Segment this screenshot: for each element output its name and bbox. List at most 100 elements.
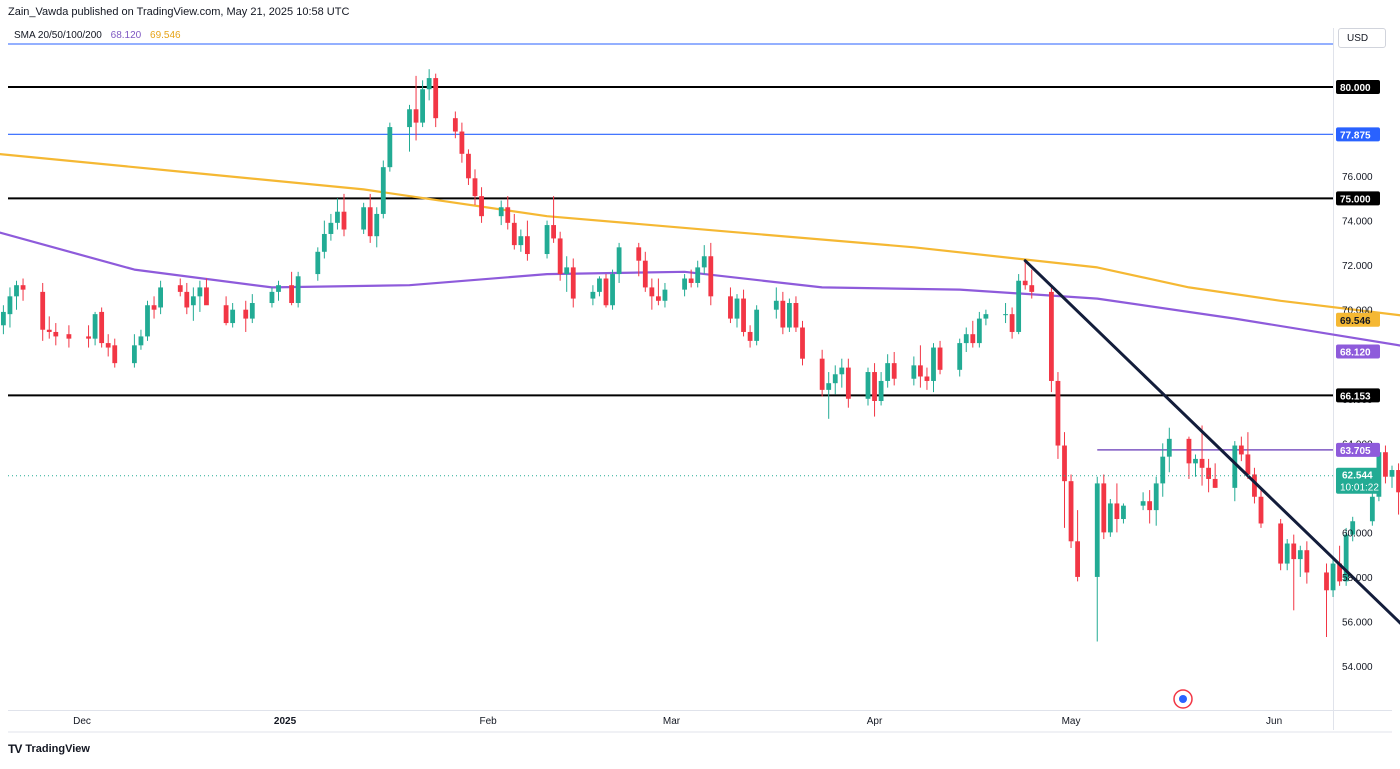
candle-body xyxy=(780,300,786,328)
candle-body xyxy=(86,336,91,339)
candle-body xyxy=(380,167,386,214)
candle-body xyxy=(1369,496,1375,522)
candle xyxy=(511,213,517,250)
candle xyxy=(1389,465,1395,488)
candle xyxy=(557,231,563,281)
candle xyxy=(826,372,832,419)
sma-legend[interactable]: SMA 20/50/100/200 68.120 69.546 xyxy=(14,30,181,41)
level-tag-bg xyxy=(1336,80,1380,94)
candle xyxy=(99,307,105,348)
sma-200-line xyxy=(0,152,1400,317)
candle xyxy=(1009,307,1015,339)
level-tag: 77.875 xyxy=(1340,130,1371,141)
y-tick-label: 56.000 xyxy=(1342,617,1373,628)
candle xyxy=(112,338,118,368)
candle xyxy=(1245,432,1251,479)
candle-body xyxy=(911,365,917,379)
candle-body xyxy=(649,287,655,297)
candle-body xyxy=(158,287,163,308)
candle xyxy=(14,280,19,310)
candle xyxy=(525,220,530,261)
candle-body xyxy=(918,365,923,377)
candle xyxy=(1107,498,1113,537)
candle xyxy=(407,104,412,152)
candle-body xyxy=(931,347,936,381)
candle xyxy=(387,122,393,172)
candle xyxy=(1160,443,1166,497)
candle xyxy=(289,271,294,306)
candle-body xyxy=(1153,483,1159,511)
candle-body xyxy=(466,153,471,179)
horizontal-levels xyxy=(8,86,1333,451)
y-tick-label: 76.000 xyxy=(1342,172,1373,183)
candle-body xyxy=(1121,505,1126,520)
sma-tag: 68.120 xyxy=(1340,348,1371,359)
candle xyxy=(459,122,465,163)
candle-body xyxy=(570,267,576,299)
candle-body xyxy=(230,309,236,324)
candle xyxy=(413,75,419,141)
candle xyxy=(1016,274,1022,335)
candle-body xyxy=(387,127,393,168)
candle-body xyxy=(361,207,367,230)
candle xyxy=(1140,492,1146,511)
candle-body xyxy=(315,251,321,275)
candle-body xyxy=(1396,470,1400,493)
candle-body xyxy=(132,345,137,364)
candle xyxy=(1350,516,1356,542)
candle xyxy=(819,349,825,397)
candle-body xyxy=(1252,474,1257,497)
candle xyxy=(158,280,163,315)
candle-body xyxy=(223,305,229,324)
candle xyxy=(1094,476,1100,642)
candle-body xyxy=(1193,458,1198,464)
candle xyxy=(276,280,281,301)
candle xyxy=(1075,510,1080,582)
candle-body xyxy=(787,303,792,328)
candle-body xyxy=(105,343,111,348)
candle-body xyxy=(1350,521,1356,535)
descending-trendline xyxy=(1023,259,1400,625)
candle xyxy=(570,258,576,308)
candle xyxy=(249,294,255,324)
candle xyxy=(1,305,6,335)
candle xyxy=(1212,463,1218,488)
candle-body xyxy=(1101,483,1107,533)
x-tick-label: Feb xyxy=(479,716,497,727)
candle-body xyxy=(832,374,838,384)
price-tags: 80.000 77.875 75.000 66.153 63.705 69.546 68.1… xyxy=(8,80,1380,709)
candle xyxy=(505,196,511,230)
candle-body xyxy=(276,285,281,292)
candle-body xyxy=(1278,523,1284,564)
candle-body xyxy=(92,314,98,339)
candle-body xyxy=(1166,438,1172,457)
candle-body xyxy=(511,222,517,246)
candle-body xyxy=(66,334,72,339)
candle xyxy=(832,365,838,395)
candle xyxy=(328,213,334,241)
sma-legend-value-200: 69.546 xyxy=(150,30,181,41)
tradingview-brand[interactable]: TV TradingView xyxy=(8,742,90,756)
candle-body xyxy=(957,343,963,370)
candle xyxy=(773,287,779,319)
candle-body xyxy=(1,311,6,326)
candle xyxy=(1369,490,1375,526)
candle xyxy=(433,73,439,128)
candle xyxy=(46,316,52,339)
candle-body xyxy=(793,303,799,328)
y-tick-label: 70.000 xyxy=(1342,306,1373,317)
candle-body xyxy=(734,298,740,319)
candle-body xyxy=(970,334,976,344)
y-tick-label: 74.000 xyxy=(1342,217,1373,228)
candle-body xyxy=(498,207,504,217)
last-price-bg xyxy=(1336,467,1380,494)
candle xyxy=(872,363,877,417)
candle xyxy=(479,187,484,223)
candle xyxy=(420,80,425,128)
currency-button[interactable]: USD xyxy=(1338,28,1386,48)
sma-tag-bg xyxy=(1336,344,1380,359)
y-tick-label: 60.000 xyxy=(1342,528,1373,539)
candle-body xyxy=(7,296,13,315)
candle-body xyxy=(636,247,642,261)
